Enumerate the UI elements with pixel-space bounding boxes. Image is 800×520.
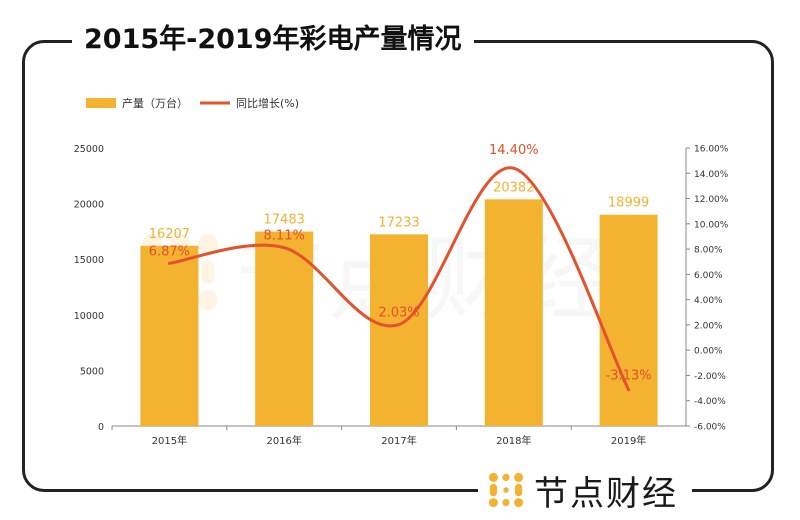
y-right-tick-label: 2.00% (694, 321, 723, 331)
y-left-tick-label: 15000 (74, 255, 104, 266)
bar (599, 214, 658, 426)
node-dots-logo-icon (488, 472, 524, 508)
y-right-tick-label: -4.00% (694, 397, 726, 407)
x-tick-label: 2019年 (611, 434, 646, 447)
bar (370, 234, 428, 426)
line-data-label: 14.40% (489, 143, 539, 158)
y-right-tick-label: 10.00% (694, 220, 729, 230)
y-left-tick-label: 20000 (74, 200, 104, 211)
y-right-tick-label: 16.00% (694, 145, 729, 155)
y-right-tick-label: -2.00% (694, 372, 726, 382)
legend-swatch-bars (86, 98, 116, 108)
bar (140, 245, 199, 426)
y-left-tick-label: 10000 (74, 311, 104, 322)
y-left-tick-label: 25000 (74, 144, 104, 155)
y-right-tick-label: -6.00% (694, 423, 726, 433)
y-left-tick-label: 0 (98, 422, 104, 433)
y-right-tick-label: 14.00% (694, 170, 729, 180)
bar-data-label: 16207 (149, 227, 190, 242)
y-right-tick-label: 0.00% (694, 347, 723, 357)
y-right-tick-label: 4.00% (694, 296, 723, 306)
growth-line (167, 166, 631, 392)
x-tick-label: 2016年 (266, 434, 301, 447)
y-right-tick-label: 8.00% (694, 246, 723, 256)
legend-label-line: 同比增长(%) (236, 96, 299, 110)
y-right-tick-label: 12.00% (694, 195, 729, 205)
x-tick-label: 2017年 (381, 434, 416, 447)
x-tick-label: 2015年 (152, 434, 187, 447)
y-right-tick-label: 6.00% (694, 271, 723, 281)
bar (484, 199, 543, 426)
line-data-label: 8.11% (264, 229, 305, 244)
line-data-label: -3.13% (606, 369, 652, 384)
brand-block: 节点财经 (478, 460, 692, 520)
bar-data-label: 17233 (378, 215, 419, 230)
bar-data-label: 20382 (493, 180, 534, 195)
bar (255, 231, 314, 426)
bar-data-label: 18999 (608, 196, 649, 211)
y-left-tick-label: 5000 (80, 366, 104, 377)
line-data-label: 6.87% (149, 244, 190, 259)
x-tick-label: 2018年 (496, 434, 531, 447)
bar-data-label: 17483 (264, 213, 305, 228)
line-data-label: 2.03% (378, 306, 419, 321)
chart-title: 2015年-2019年彩电产量情况 (72, 22, 474, 58)
legend-label-bars: 产量（万台） (122, 96, 188, 110)
brand-name: 节点财经 (534, 473, 678, 514)
